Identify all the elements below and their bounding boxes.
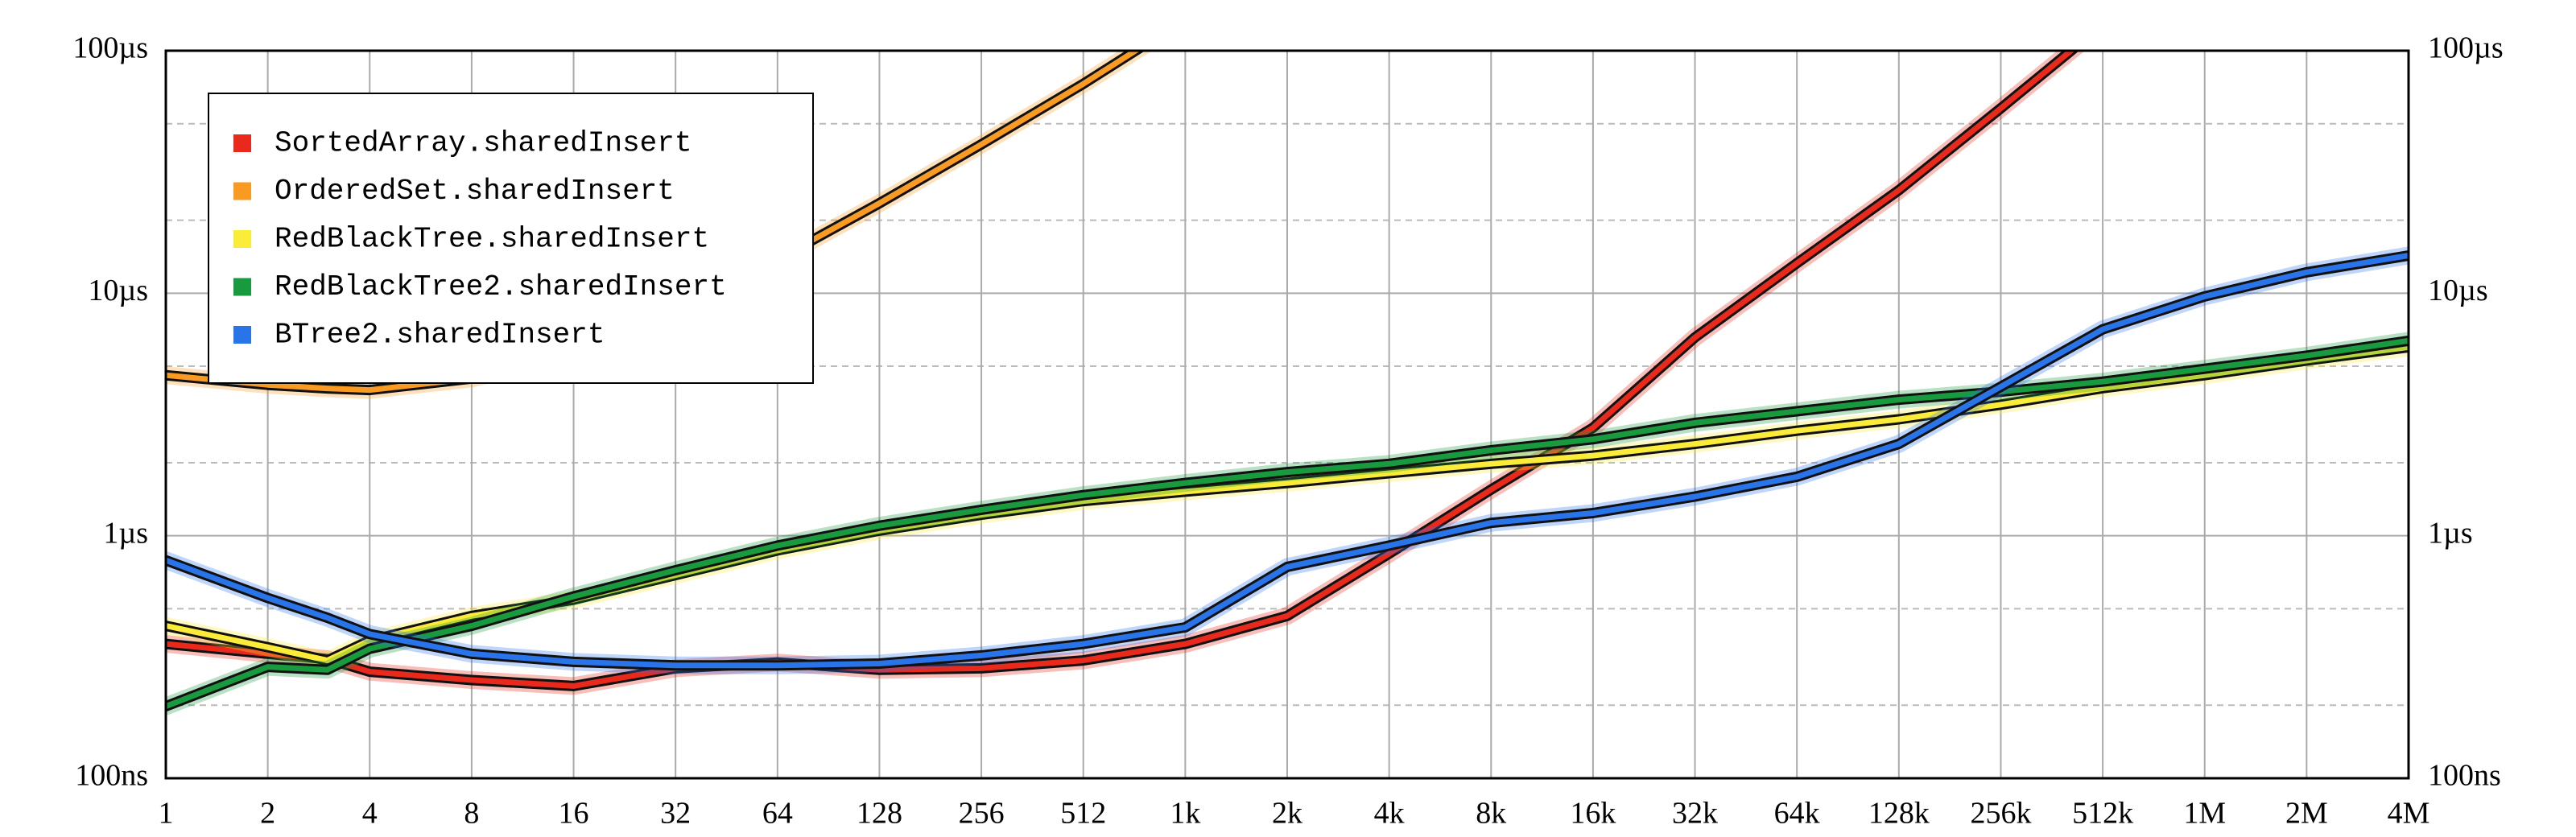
legend-label: BTree2.sharedInsert — [275, 319, 605, 352]
legend-swatch — [233, 230, 251, 248]
legend-swatch — [233, 182, 251, 200]
plot-frame — [164, 49, 2410, 780]
y-tick-label: 100ns — [75, 759, 148, 793]
tick-labels: 1 2 4 8 16 32 64 128 256 512 1k 2k 4k 8k 16k 32k 64k 128k… — [72, 31, 2503, 831]
x-tick-label: 256k — [1970, 797, 2031, 831]
legend-box — [208, 93, 814, 384]
x-tick-label: 2 — [260, 797, 275, 831]
legend-swatch — [233, 326, 251, 344]
y2-tick-label: 100ns — [2428, 759, 2501, 793]
x-tick-label: 8 — [464, 797, 479, 831]
legend-label: RedBlackTree2.sharedInsert — [275, 270, 727, 303]
x-tick-label: 2M — [2285, 797, 2328, 831]
x-tick-label: 2k — [1272, 797, 1302, 831]
x-tick-label: 64 — [762, 797, 793, 831]
x-tick-label: 4 — [362, 797, 378, 831]
x-tick-label: 4k — [1374, 797, 1405, 831]
x-tick-label: 256 — [959, 797, 1005, 831]
x-tick-label: 1 — [159, 797, 174, 831]
x-tick-label: 32 — [660, 797, 691, 831]
legend-label: OrderedSet.sharedInsert — [275, 175, 675, 208]
series-line — [166, 253, 2409, 669]
x-tick-label: 1k — [1170, 797, 1200, 831]
plot-lines — [166, 51, 2409, 715]
legend: SortedArray.sharedInsert OrderedSet.share… — [208, 93, 814, 384]
y2-tick-label: 100µs — [2428, 31, 2504, 65]
x-tick-label: 16 — [559, 797, 589, 831]
legend-label: SortedArray.sharedInsert — [275, 127, 691, 160]
y-tick-label: 100µs — [72, 31, 148, 65]
legend-label: RedBlackTree.sharedInsert — [275, 223, 709, 256]
x-tick-label: 512 — [1060, 797, 1106, 831]
y-tick-label: 1µs — [103, 516, 148, 550]
series-line — [166, 344, 2409, 664]
y2-tick-label: 1µs — [2428, 516, 2473, 550]
x-tick-label: 4M — [2388, 797, 2430, 831]
x-tick-label: 64k — [1774, 797, 1820, 831]
series-line — [166, 51, 2076, 689]
series-line — [166, 337, 2409, 710]
x-tick-label: 8k — [1476, 797, 1506, 831]
y-tick-label: 10µs — [88, 274, 148, 307]
x-tick-label: 512k — [2072, 797, 2133, 831]
x-tick-label: 1M — [2183, 797, 2226, 831]
legend-swatch — [233, 134, 251, 152]
x-tick-label: 32k — [1672, 797, 1718, 831]
x-tick-label: 128k — [1868, 797, 1930, 831]
legend-swatch — [233, 278, 251, 296]
x-tick-label: 16k — [1570, 797, 1616, 831]
x-tick-label: 128 — [857, 797, 902, 831]
y2-tick-label: 10µs — [2428, 274, 2488, 307]
